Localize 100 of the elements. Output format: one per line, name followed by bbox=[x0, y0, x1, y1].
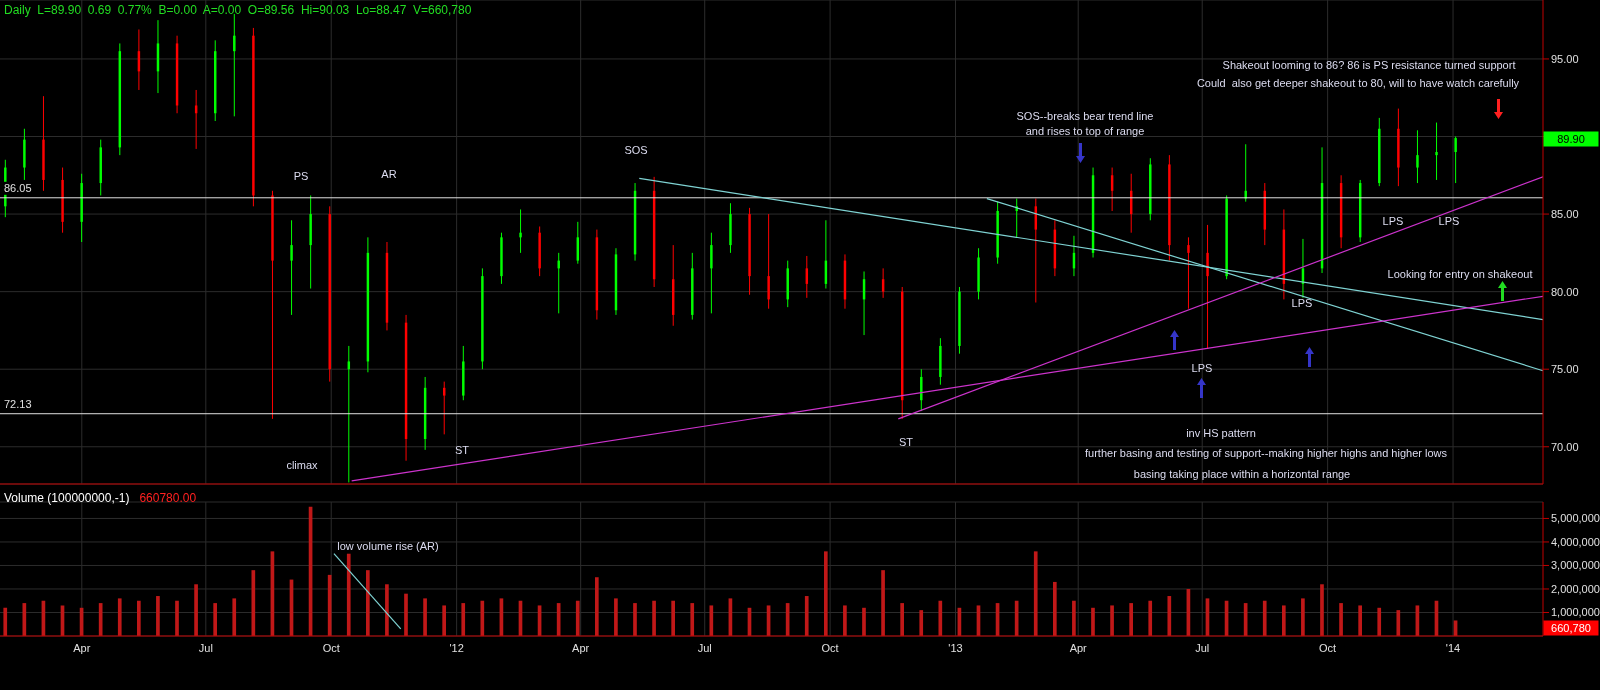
candlestick bbox=[1187, 236, 1190, 310]
bar bbox=[442, 605, 446, 636]
annotation: Looking for entry on shakeout bbox=[1387, 268, 1533, 280]
bar bbox=[823, 551, 828, 636]
bar bbox=[98, 603, 103, 636]
bar bbox=[843, 605, 847, 636]
annotation: basing taking place within a horizontal range bbox=[1133, 468, 1351, 480]
bar bbox=[1281, 605, 1286, 636]
bar bbox=[117, 598, 122, 636]
y-tick-label: 5,000,000 bbox=[1551, 512, 1600, 525]
x-tick-label: '12 bbox=[449, 641, 464, 654]
y-tick-label: 75.00 bbox=[1551, 363, 1579, 376]
annotation: inv HS pattern bbox=[1186, 427, 1256, 439]
x-tick-label: Apr bbox=[1069, 641, 1088, 654]
bar bbox=[1301, 598, 1305, 636]
annotation: SOS--breaks bear trend line bbox=[1016, 110, 1154, 122]
bar bbox=[709, 605, 714, 636]
chart-title: Volume (100000000,-1) bbox=[4, 491, 130, 505]
bar bbox=[1148, 600, 1153, 636]
candlestick bbox=[557, 252, 560, 314]
annotation: LPS bbox=[1291, 297, 1313, 309]
x-tick-label: Oct bbox=[1319, 641, 1337, 654]
bar bbox=[900, 603, 904, 636]
annotation: Could also get deeper shakeout to 80, will to have watch carefully bbox=[1196, 77, 1520, 89]
ref-line-label: 72.13 bbox=[4, 397, 32, 410]
text: 89.90 bbox=[1543, 131, 1599, 147]
bar bbox=[633, 603, 637, 636]
bar bbox=[423, 598, 427, 636]
x-tick-label: Apr bbox=[73, 641, 91, 654]
x-tick-label: Oct bbox=[322, 641, 340, 654]
bar bbox=[3, 607, 8, 636]
candlestick bbox=[767, 213, 770, 310]
bar bbox=[365, 570, 370, 636]
bar bbox=[652, 600, 656, 636]
bar bbox=[575, 600, 580, 636]
candlestick bbox=[1015, 198, 1018, 238]
candlestick bbox=[233, 13, 236, 117]
y-tick-label: 95.00 bbox=[1551, 52, 1579, 65]
bar bbox=[594, 577, 599, 636]
bar bbox=[461, 603, 466, 636]
bar bbox=[385, 584, 389, 636]
text: 660,780 bbox=[1543, 620, 1599, 636]
y-tick-label: 1,000,000 bbox=[1551, 606, 1600, 619]
candlestick bbox=[1206, 224, 1209, 350]
bar bbox=[136, 600, 141, 636]
bar bbox=[881, 570, 885, 636]
candlestick bbox=[519, 208, 522, 254]
bar bbox=[1091, 607, 1095, 636]
bar bbox=[1358, 605, 1362, 636]
bar bbox=[1339, 603, 1343, 636]
x-tick-label: Apr bbox=[572, 641, 590, 654]
bar bbox=[1320, 584, 1324, 636]
y-tick-label: 2,000,000 bbox=[1551, 582, 1600, 595]
candlestick bbox=[1244, 143, 1247, 203]
x-tick-label: Jul bbox=[198, 641, 213, 654]
candlestick bbox=[290, 219, 293, 316]
bar bbox=[156, 596, 160, 636]
chart-subtitle: 660780.00 bbox=[139, 491, 197, 505]
annotation: climax bbox=[286, 459, 318, 471]
y-tick-label: 85.00 bbox=[1551, 207, 1579, 220]
bar bbox=[614, 598, 618, 636]
x-tick-label: '13 bbox=[948, 641, 963, 654]
annotation: PS bbox=[293, 170, 309, 182]
bar bbox=[1167, 596, 1172, 636]
bar bbox=[919, 610, 924, 636]
x-tick-label: Jul bbox=[697, 641, 712, 654]
annotation: LPS bbox=[1382, 215, 1404, 227]
candlestick bbox=[1435, 122, 1438, 181]
annotation: ST bbox=[898, 436, 914, 448]
x-tick-label: Oct bbox=[821, 641, 839, 654]
bar bbox=[690, 603, 695, 636]
bar bbox=[804, 596, 809, 636]
y-tick-label: 4,000,000 bbox=[1551, 535, 1600, 548]
y-tick-label: 70.00 bbox=[1551, 440, 1579, 453]
annotation: further basing and testing of support--making higher highs and higher lows bbox=[1085, 447, 1447, 459]
y-tick-label: 80.00 bbox=[1551, 285, 1579, 298]
chart-title: Daily L=89.90 0.69 0.77% B=0.00 A=0.00 O=89.56 Hi=90.03 Lo=88.47 V=660,780 bbox=[4, 3, 472, 17]
ref-line-label: 86.05 bbox=[4, 181, 32, 194]
bar bbox=[232, 598, 237, 636]
bar bbox=[1396, 610, 1401, 636]
bar bbox=[862, 607, 866, 636]
bar bbox=[1052, 581, 1057, 636]
bar bbox=[194, 584, 198, 636]
candlestick bbox=[1416, 129, 1419, 184]
annotation: low volume rise (AR) bbox=[337, 540, 439, 552]
bar bbox=[346, 553, 351, 636]
bar bbox=[175, 600, 179, 636]
candlestick bbox=[920, 368, 923, 412]
x-tick-label: '14 bbox=[1445, 641, 1461, 654]
candlestick bbox=[710, 232, 713, 314]
bar bbox=[1262, 600, 1267, 636]
annotation: AR bbox=[381, 168, 397, 180]
annotation: ST bbox=[454, 444, 470, 456]
bar bbox=[1033, 551, 1038, 636]
bar bbox=[1072, 600, 1076, 636]
bar bbox=[1129, 603, 1133, 636]
bar bbox=[671, 600, 675, 636]
y-tick-label: 3,000,000 bbox=[1551, 559, 1600, 572]
bar bbox=[22, 603, 27, 636]
bar bbox=[213, 603, 217, 636]
